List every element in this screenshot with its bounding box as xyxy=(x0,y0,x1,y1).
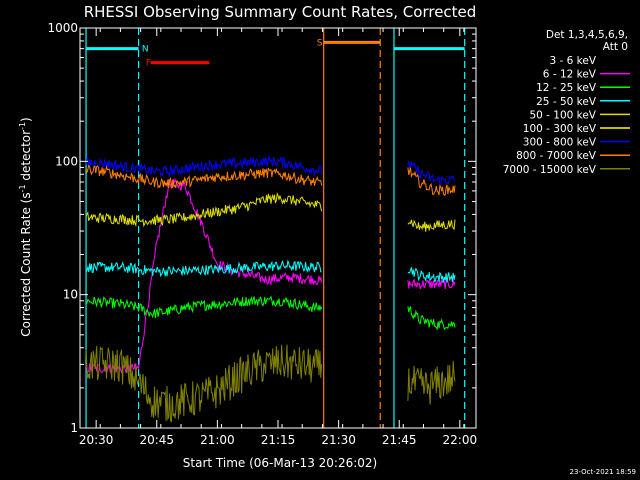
x-tick-label: 20:45 xyxy=(139,433,174,447)
y-axis-label-part: Corrected Count Rate (s xyxy=(19,192,33,336)
legend-header: Det 1,3,4,5,6,9, xyxy=(546,29,628,41)
y-axis-label: Corrected Count Rate (s-1 detector-1) xyxy=(18,117,33,336)
legend-label: 7000 - 15000 keV xyxy=(503,164,597,176)
y-tick-label: 10 xyxy=(63,288,78,302)
reference-lines xyxy=(85,28,466,428)
x-tick-label: 22:00 xyxy=(443,433,478,447)
axes: 1 10 100 1000 20:30 20:45 21:00 21:15 21:30 21:45… xyxy=(47,21,477,447)
series-line xyxy=(85,259,456,283)
legend-label: 12 - 25 keV xyxy=(536,82,597,94)
flag-label: N xyxy=(142,45,149,55)
x-tick-label: 20:30 xyxy=(79,433,114,447)
legend-label: 800 - 7000 keV xyxy=(516,150,597,162)
x-tick-label: 21:00 xyxy=(200,433,235,447)
legend-label: 6 - 12 keV xyxy=(543,69,597,81)
series-line xyxy=(85,177,456,375)
series-line xyxy=(85,164,456,197)
y-tick-label: 100 xyxy=(55,154,78,168)
series-line xyxy=(85,344,456,423)
legend-header: Att 0 xyxy=(603,41,628,53)
legend-label: 100 - 300 keV xyxy=(523,123,597,135)
footer-date: 23-Oct-2021 18:59 xyxy=(570,468,636,476)
y-tick-label: 1 xyxy=(70,421,78,435)
y-axis-label-part: ) xyxy=(19,117,33,122)
y-axis-title: Corrected Count Rate (s-1 detector-1) xyxy=(18,117,33,336)
y-axis-label-sup: -1 xyxy=(18,122,27,130)
series-line xyxy=(85,155,456,186)
flag-label: F xyxy=(146,59,151,69)
chart-title: RHESSI Observing Summary Count Rates, Co… xyxy=(84,3,477,21)
flag-label: S xyxy=(317,38,323,48)
legend: Det 1,3,4,5,6,9,Att 0 3 - 6 keV 6 - 12 keV… xyxy=(503,29,630,176)
y-axis-label-sup: -1 xyxy=(18,184,27,192)
series-line xyxy=(85,191,456,232)
legend-label: 300 - 800 keV xyxy=(523,137,597,149)
y-tick-label: 1000 xyxy=(47,21,78,35)
series-group xyxy=(85,155,456,423)
x-tick-label: 21:30 xyxy=(321,433,356,447)
x-tick-label: 21:45 xyxy=(382,433,417,447)
legend-label: 50 - 100 keV xyxy=(529,109,596,121)
legend-label: 25 - 50 keV xyxy=(536,96,597,108)
x-axis-label: Start Time (06-Mar-13 20:26:02) xyxy=(183,456,377,470)
x-tick-label: 21:15 xyxy=(261,433,296,447)
legend-label: 3 - 6 keV xyxy=(549,55,596,67)
attenuator-flags: NF S xyxy=(86,38,465,69)
y-axis-label-part: detector xyxy=(19,130,33,185)
series-line xyxy=(85,295,456,331)
